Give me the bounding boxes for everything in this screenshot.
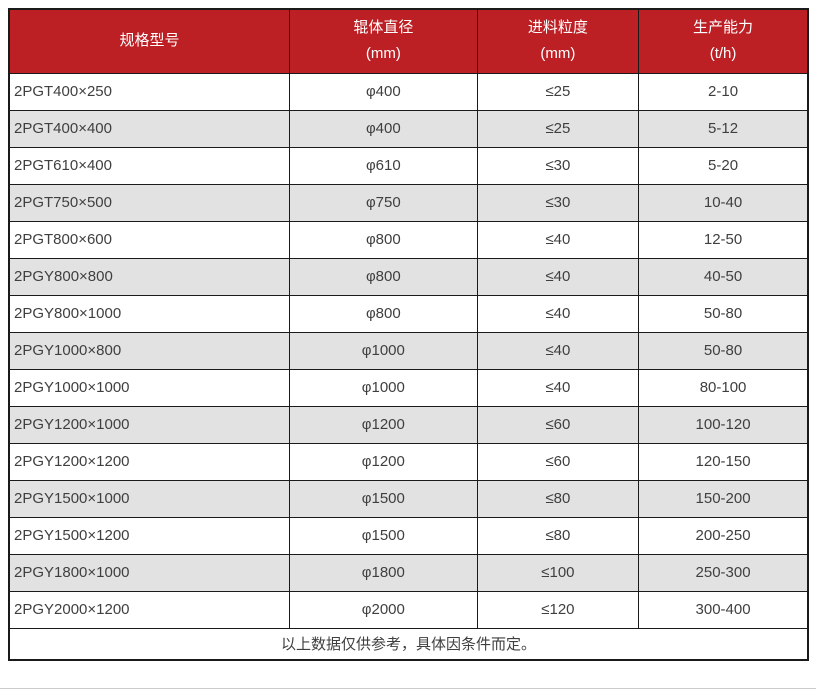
table-row: 2PGY1000×1000 φ1000 ≤40 80-100	[8, 368, 809, 407]
column-header-model: 规格型号	[8, 8, 290, 74]
capacity-cell: 50-80	[638, 331, 809, 370]
column-header-capacity-label: 生产能力	[693, 19, 754, 37]
table-row: 2PGT400×400 φ400 ≤25 5-12	[8, 109, 809, 148]
column-header-roller-diameter-unit: (mm)	[365, 45, 401, 63]
feed-size-cell: ≤30	[476, 183, 640, 222]
column-header-feed-size-unit: (mm)	[540, 45, 576, 63]
feed-size-cell: ≤25	[476, 72, 640, 111]
capacity-cell: 2-10	[638, 72, 809, 111]
model-cell: 2PGT400×250	[8, 72, 290, 111]
column-header-feed-size-label: 进料粒度	[527, 19, 588, 37]
roller-diameter-cell: φ1000	[288, 368, 478, 407]
table-row: 2PGY800×1000 φ800 ≤40 50-80	[8, 294, 809, 333]
model-cell: 2PGY2000×1200	[8, 590, 290, 629]
model-cell: 2PGY800×1000	[8, 294, 290, 333]
header-row: 规格型号 辊体直径 (mm) 进料粒度 (mm) 生产能力 (t/h)	[8, 8, 809, 74]
feed-size-cell: ≤40	[476, 220, 640, 259]
capacity-cell: 12-50	[638, 220, 809, 259]
model-cell: 2PGY1800×1000	[8, 553, 290, 592]
model-cell: 2PGT610×400	[8, 146, 290, 185]
capacity-cell: 40-50	[638, 257, 809, 296]
feed-size-cell: ≤40	[476, 331, 640, 370]
capacity-cell: 200-250	[638, 516, 809, 555]
column-header-capacity: 生产能力 (t/h)	[638, 8, 809, 74]
capacity-cell: 250-300	[638, 553, 809, 592]
roller-diameter-cell: φ1800	[288, 553, 478, 592]
capacity-cell: 10-40	[638, 183, 809, 222]
feed-size-cell: ≤30	[476, 146, 640, 185]
model-cell: 2PGY1500×1200	[8, 516, 290, 555]
spec-table-footer: 以上数据仅供参考，具体因条件而定。	[8, 627, 809, 661]
feed-size-cell: ≤60	[476, 405, 640, 444]
capacity-cell: 150-200	[638, 479, 809, 518]
capacity-cell: 80-100	[638, 368, 809, 407]
model-cell: 2PGT750×500	[8, 183, 290, 222]
model-cell: 2PGY1000×1000	[8, 368, 290, 407]
table-row: 2PGY1500×1200 φ1500 ≤80 200-250	[8, 516, 809, 555]
roller-diameter-cell: φ400	[288, 72, 478, 111]
roller-diameter-cell: φ400	[288, 109, 478, 148]
spec-table: 规格型号 辊体直径 (mm) 进料粒度 (mm) 生产能力 (t/h) 2PGT…	[8, 8, 809, 661]
feed-size-cell: ≤100	[476, 553, 640, 592]
feed-size-cell: ≤60	[476, 442, 640, 481]
column-header-feed-size: 进料粒度 (mm)	[476, 8, 640, 74]
column-header-model-label: 规格型号	[119, 32, 180, 50]
roller-diameter-cell: φ1500	[288, 479, 478, 518]
table-row: 2PGY1200×1200 φ1200 ≤60 120-150	[8, 442, 809, 481]
feed-size-cell: ≤40	[476, 368, 640, 407]
feed-size-cell: ≤40	[476, 294, 640, 333]
model-cell: 2PGY1000×800	[8, 331, 290, 370]
capacity-cell: 120-150	[638, 442, 809, 481]
feed-size-cell: ≤120	[476, 590, 640, 629]
roller-diameter-cell: φ1000	[288, 331, 478, 370]
spec-table-header: 规格型号 辊体直径 (mm) 进料粒度 (mm) 生产能力 (t/h)	[8, 8, 809, 74]
feed-size-cell: ≤80	[476, 479, 640, 518]
spec-table-body: 2PGT400×250 φ400 ≤25 2-10 2PGT400×400 φ400 ≤25…	[8, 72, 809, 629]
roller-diameter-cell: φ1200	[288, 442, 478, 481]
model-cell: 2PGT800×600	[8, 220, 290, 259]
column-header-roller-diameter-label: 辊体直径	[353, 19, 414, 37]
feed-size-cell: ≤40	[476, 257, 640, 296]
table-row: 2PGY1500×1000 φ1500 ≤80 150-200	[8, 479, 809, 518]
feed-size-cell: ≤25	[476, 109, 640, 148]
table-row: 2PGT610×400 φ610 ≤30 5-20	[8, 146, 809, 185]
capacity-cell: 5-12	[638, 109, 809, 148]
model-cell: 2PGY1200×1000	[8, 405, 290, 444]
model-cell: 2PGT400×400	[8, 109, 290, 148]
table-row: 2PGT800×600 φ800 ≤40 12-50	[8, 220, 809, 259]
column-header-roller-diameter: 辊体直径 (mm)	[288, 8, 478, 74]
capacity-cell: 5-20	[638, 146, 809, 185]
roller-diameter-cell: φ800	[288, 220, 478, 259]
roller-diameter-cell: φ1200	[288, 405, 478, 444]
model-cell: 2PGY1500×1000	[8, 479, 290, 518]
model-cell: 2PGY800×800	[8, 257, 290, 296]
capacity-cell: 300-400	[638, 590, 809, 629]
roller-diameter-cell: φ610	[288, 146, 478, 185]
capacity-cell: 100-120	[638, 405, 809, 444]
capacity-cell: 50-80	[638, 294, 809, 333]
table-row: 2PGY1800×1000 φ1800 ≤100 250-300	[8, 553, 809, 592]
model-cell: 2PGY1200×1200	[8, 442, 290, 481]
footnote-row: 以上数据仅供参考，具体因条件而定。	[8, 627, 809, 661]
roller-diameter-cell: φ800	[288, 294, 478, 333]
table-row: 2PGT400×250 φ400 ≤25 2-10	[8, 72, 809, 111]
column-header-capacity-unit: (t/h)	[709, 45, 737, 63]
table-row: 2PGT750×500 φ750 ≤30 10-40	[8, 183, 809, 222]
feed-size-cell: ≤80	[476, 516, 640, 555]
table-row: 2PGY2000×1200 φ2000 ≤120 300-400	[8, 590, 809, 629]
roller-diameter-cell: φ750	[288, 183, 478, 222]
footnote-text: 以上数据仅供参考，具体因条件而定。	[8, 627, 809, 661]
roller-diameter-cell: φ1500	[288, 516, 478, 555]
table-row: 2PGY800×800 φ800 ≤40 40-50	[8, 257, 809, 296]
table-row: 2PGY1200×1000 φ1200 ≤60 100-120	[8, 405, 809, 444]
roller-diameter-cell: φ800	[288, 257, 478, 296]
table-row: 2PGY1000×800 φ1000 ≤40 50-80	[8, 331, 809, 370]
roller-diameter-cell: φ2000	[288, 590, 478, 629]
